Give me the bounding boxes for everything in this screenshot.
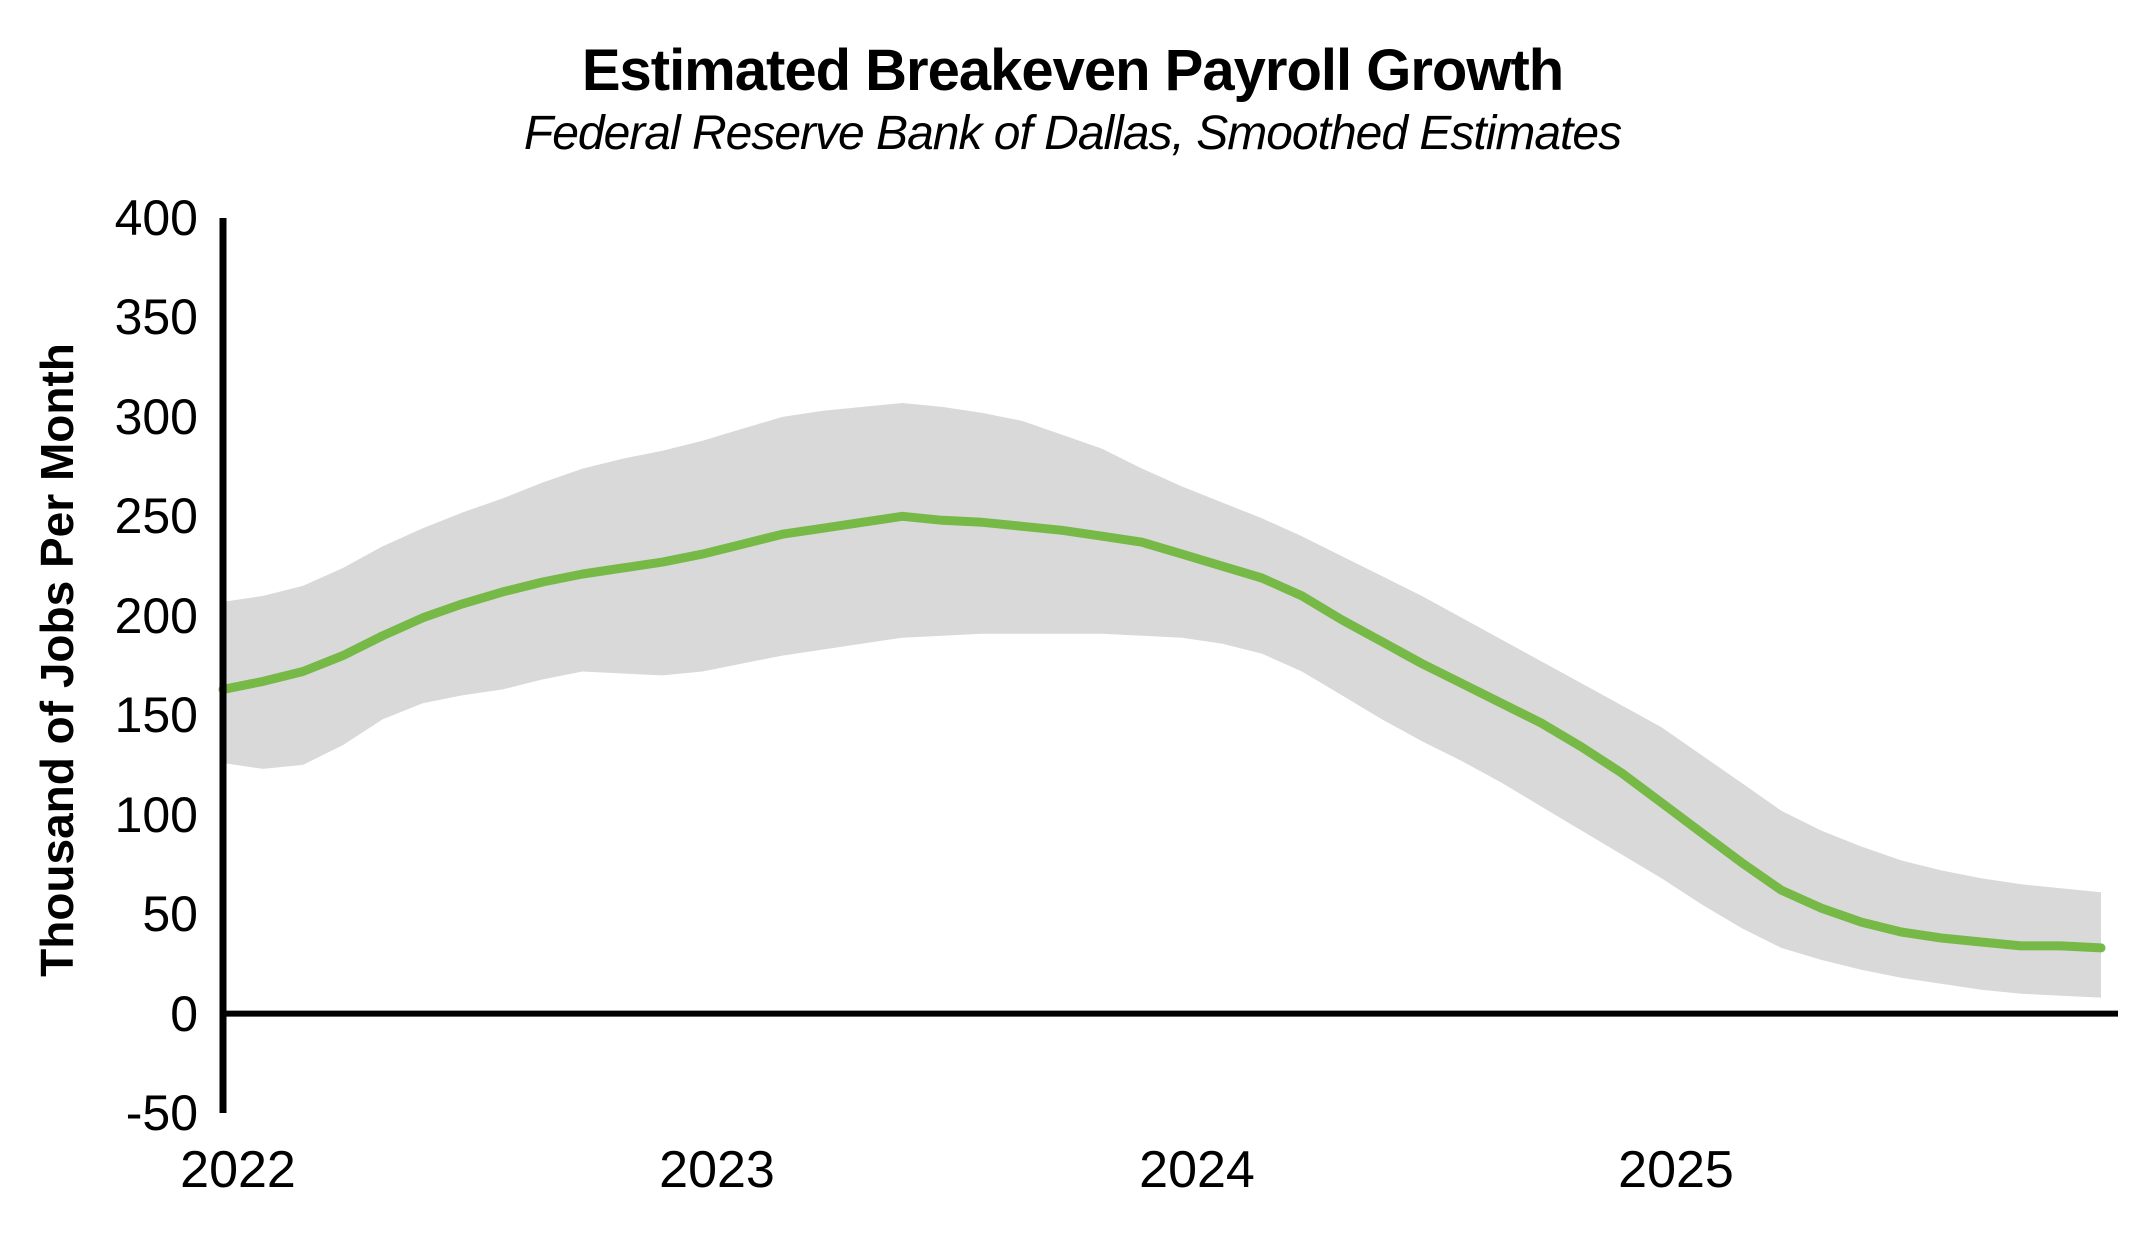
chart-subtitle: Federal Reserve Bank of Dallas, Smoothed… — [523, 107, 1622, 160]
y-tick-label: -50 — [125, 1085, 198, 1141]
y-tick-label: 300 — [114, 389, 198, 445]
x-tick-label: 2022 — [180, 1141, 296, 1199]
y-tick-label: 50 — [142, 886, 198, 942]
x-tick-label: 2025 — [1618, 1141, 1734, 1199]
y-tick-label: 100 — [114, 787, 198, 843]
y-tick-label: 400 — [114, 190, 198, 246]
y-tick-label: 150 — [114, 687, 198, 743]
y-tick-label: 0 — [170, 986, 198, 1042]
y-tick-label: 250 — [114, 488, 198, 544]
y-tick-label: 350 — [114, 289, 198, 345]
chart-title: Estimated Breakeven Payroll Growth — [581, 38, 1564, 103]
y-tick-label: 200 — [114, 588, 198, 644]
x-tick-label: 2024 — [1139, 1141, 1255, 1199]
estimate-line — [218, 511, 2106, 953]
x-tick-label: 2023 — [659, 1141, 775, 1199]
